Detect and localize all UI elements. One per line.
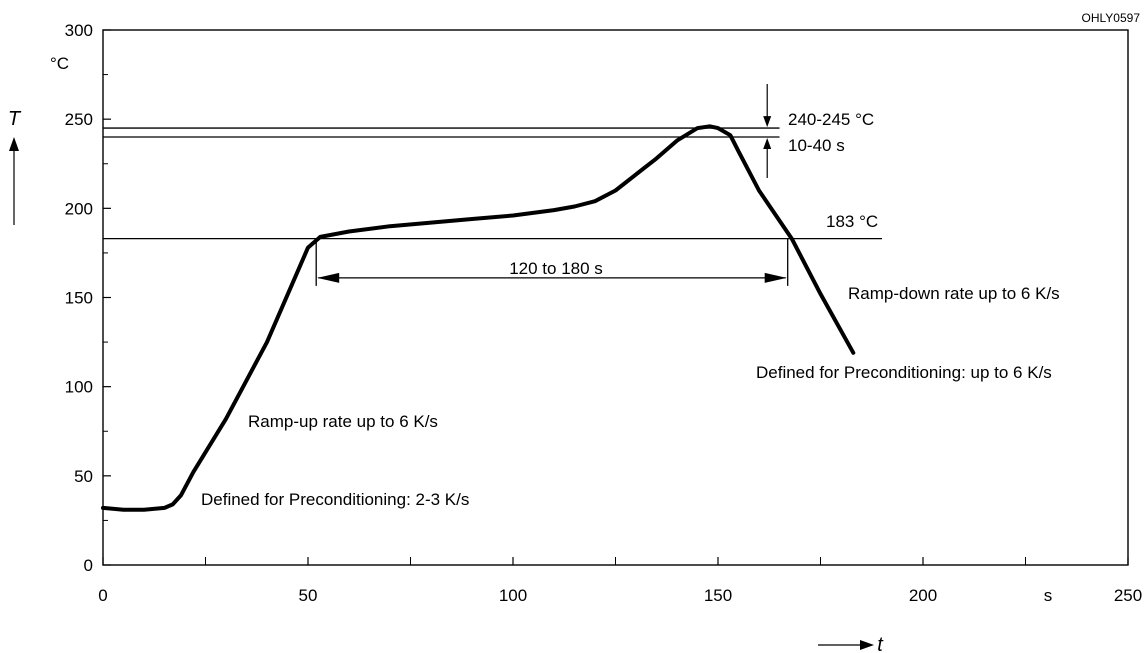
label-183c: 183 °C — [826, 212, 878, 231]
x-direction-arrowhead — [860, 640, 874, 650]
figure-code-label: OHLY0597 — [1082, 11, 1141, 25]
y-tick-label: 50 — [74, 467, 93, 486]
preconditioning-ramp-up-annotation: Defined for Preconditioning: 2-3 K/s — [201, 490, 469, 509]
temperature-profile-line — [101, 124, 856, 512]
ramp-up-annotation: Ramp-up rate up to 6 K/s — [248, 412, 438, 431]
temperature-curve-group — [101, 124, 856, 512]
preconditioning-ramp-down-annotation: Defined for Preconditioning: up to 6 K/s — [756, 363, 1052, 382]
x-tick-label: 50 — [299, 586, 318, 605]
x-tick-label: 250 — [1114, 586, 1142, 605]
label-240-245c: 240-245 °C — [788, 110, 874, 129]
y-tick-label: 300 — [65, 21, 93, 40]
x-tick-label: 200 — [909, 586, 937, 605]
y-unit-label: °C — [50, 54, 69, 73]
x-tick-label: 0 — [98, 586, 107, 605]
y-tick-label: 100 — [65, 378, 93, 397]
dimension-markers — [315, 84, 789, 286]
y-tick-label: 250 — [65, 110, 93, 129]
label-120-to-180s: 120 to 180 s — [509, 259, 603, 278]
dim-arrowhead-left — [317, 272, 340, 283]
ramp-down-annotation: Ramp-down rate up to 6 K/s — [848, 284, 1060, 303]
y-tick-label: 150 — [65, 289, 93, 308]
temp-band-arrowhead-down — [763, 116, 772, 128]
x-unit-label: s — [1044, 586, 1053, 605]
axis-ticks: 0 50 100 150 200 250 300 0 50 100 150 200 250 — [9, 21, 1142, 650]
y-direction-arrowhead — [9, 137, 19, 151]
y-tick-label: 200 — [65, 199, 93, 218]
dim-arrowhead-right — [764, 272, 787, 283]
label-10-40s: 10-40 s — [788, 136, 845, 155]
reference-lines — [103, 127, 882, 240]
x-tick-label: 150 — [704, 586, 732, 605]
x-axis-symbol: t — [877, 634, 884, 653]
x-tick-label: 100 — [499, 586, 527, 605]
y-axis-symbol: T — [8, 108, 22, 130]
temp-band-arrowhead-up — [763, 138, 772, 149]
y-tick-label: 0 — [84, 556, 93, 575]
